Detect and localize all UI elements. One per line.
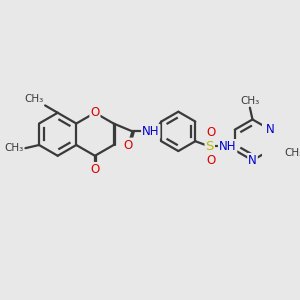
Text: O: O bbox=[90, 163, 100, 176]
Text: N: N bbox=[266, 123, 274, 136]
Text: CH₃: CH₃ bbox=[25, 94, 44, 104]
Text: CH₃: CH₃ bbox=[284, 148, 300, 158]
Text: O: O bbox=[90, 106, 100, 119]
Text: S: S bbox=[206, 140, 214, 153]
Text: O: O bbox=[206, 154, 215, 166]
Text: CH₃: CH₃ bbox=[5, 143, 24, 153]
Text: CH₃: CH₃ bbox=[240, 96, 260, 106]
Text: O: O bbox=[124, 139, 133, 152]
Text: O: O bbox=[206, 126, 215, 139]
Text: N: N bbox=[248, 154, 257, 167]
Text: NH: NH bbox=[142, 125, 160, 138]
Text: NH: NH bbox=[219, 140, 236, 153]
